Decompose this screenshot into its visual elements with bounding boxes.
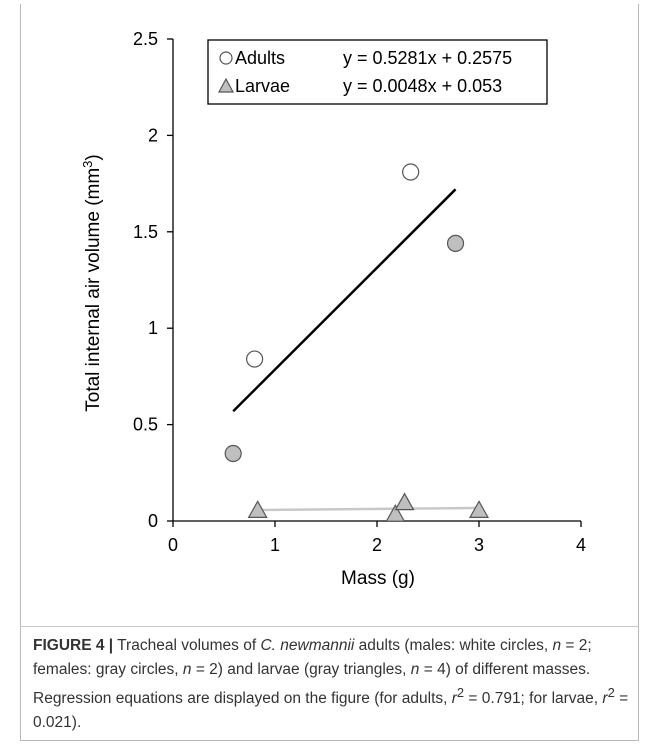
y-axis-label-end: ) xyxy=(83,154,104,160)
y-axis-label-text: Total internal air volume (mm xyxy=(83,168,104,412)
larva-point xyxy=(247,500,268,518)
legend-equation: y = 0.5281x + 0.2575 xyxy=(343,48,512,68)
legend-circle-icon xyxy=(219,51,233,65)
y-tick-label: 1.5 xyxy=(133,222,158,242)
y-tick-label: 0 xyxy=(148,511,158,531)
adult-point xyxy=(224,444,242,463)
y-tick-label: 0.5 xyxy=(133,415,158,435)
caption-divider xyxy=(20,626,639,627)
adult-point xyxy=(402,163,420,181)
legend-box xyxy=(207,39,548,105)
y-tick-label: 2 xyxy=(148,125,158,145)
legend-label: Larvae xyxy=(235,76,290,96)
x-tick-label: 4 xyxy=(576,535,586,555)
species-name: C. newmannii xyxy=(260,637,355,654)
x-tick-label: 1 xyxy=(270,535,280,555)
axes: 0 0.5 1 1.5 2 2.5 0 1 2 3 4 xyxy=(133,29,586,555)
larva-point xyxy=(394,492,415,511)
y-tick-label: 1 xyxy=(148,318,158,338)
legend-equation: y = 0.0048x + 0.053 xyxy=(343,76,502,96)
x-tick-label: 3 xyxy=(474,535,484,555)
fit-line-larvae xyxy=(257,506,480,512)
x-tick-label: 0 xyxy=(168,535,178,555)
y-axis-label: Total internal air volume (mm3) xyxy=(80,154,104,411)
scatter-chart: 0 0.5 1 1.5 2 2.5 0 1 2 3 4 Adults y = 0.5281x + 0.… xyxy=(80,29,586,589)
x-axis-label: Mass (g) xyxy=(341,568,415,589)
fit-line-adults xyxy=(232,188,457,413)
legend-label: Adults xyxy=(235,48,285,68)
data-points xyxy=(224,163,490,522)
larva-point xyxy=(468,500,490,518)
legend: Adults y = 0.5281x + 0.2575 Larvae y = 0.00… xyxy=(207,39,548,105)
regression-lines xyxy=(232,188,480,512)
figure-frame xyxy=(20,4,639,741)
adult-point xyxy=(246,350,264,368)
adult-point xyxy=(446,234,465,252)
figure-caption: FIGURE 4 | Tracheal volumes of C. newman… xyxy=(33,637,629,731)
y-tick-label: 2.5 xyxy=(133,29,158,49)
legend-triangle-icon xyxy=(217,77,235,93)
x-tick-label: 2 xyxy=(372,535,382,555)
larva-point xyxy=(385,503,406,522)
caption-label: FIGURE 4 | xyxy=(33,637,114,654)
y-axis-label-sup: 3 xyxy=(80,161,95,168)
